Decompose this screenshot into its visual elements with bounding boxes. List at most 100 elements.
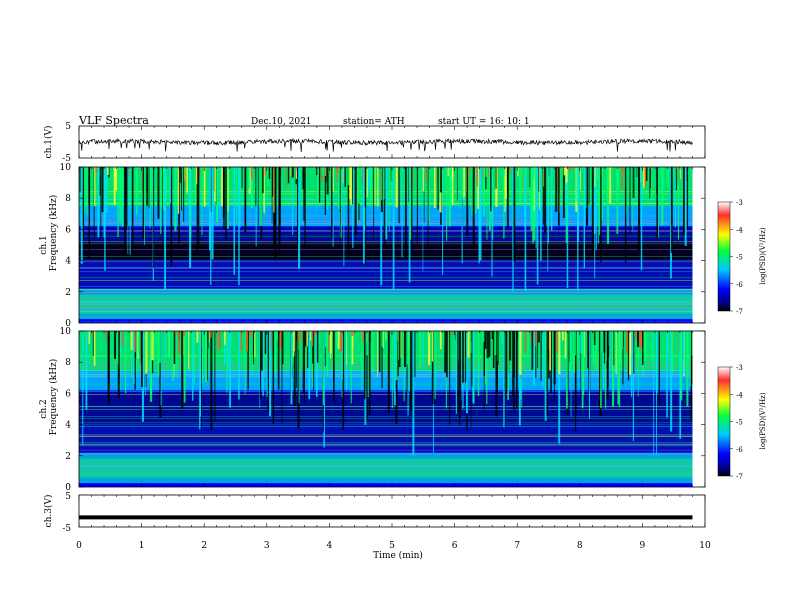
spectrogram-streak <box>281 167 282 173</box>
spectrogram-streak <box>87 167 88 215</box>
spectrogram-streak <box>472 167 473 215</box>
spectrogram-streak <box>348 167 350 185</box>
spectrogram-streak <box>566 167 568 183</box>
spectrogram-streak <box>462 331 464 383</box>
spectrogram-streak <box>97 167 99 237</box>
spectrogram-streak <box>564 167 566 175</box>
spectrogram-streak <box>161 331 162 406</box>
spectrogram-streak <box>226 331 227 393</box>
spectrogram-streak <box>607 331 609 387</box>
spectrogram-streak <box>525 331 526 353</box>
spectrogram-streak <box>240 167 241 228</box>
spectrogram-streak <box>104 167 105 237</box>
spectrogram-streak <box>638 167 640 251</box>
spectrogram-streak <box>246 331 248 351</box>
spectrogram-streak <box>592 167 594 253</box>
colorbar-tick-label: -5 <box>736 254 743 262</box>
spectrogram-streak <box>171 167 172 266</box>
x-tick-label: 0 <box>76 541 82 551</box>
spectrogram-streak <box>404 331 406 367</box>
spectrogram-streak <box>577 331 579 354</box>
spectrogram-streak <box>370 167 372 202</box>
spectrogram-streak <box>522 167 523 190</box>
spectrogram-streak <box>331 167 332 238</box>
spectrogram-streak <box>525 167 527 291</box>
spectrogram-streak <box>178 167 179 214</box>
spectrogram-streak <box>333 331 335 402</box>
spectrogram-streak <box>381 167 382 200</box>
spectrogram-streak <box>236 167 237 223</box>
spectrogram-streak <box>345 167 346 187</box>
spectrogram-streak <box>145 331 146 375</box>
spectrogram-streak <box>100 167 101 196</box>
spectrogram-streak <box>205 331 207 383</box>
spectrogram-streak <box>691 331 692 419</box>
ch3-wave-ylabel: ch.3(V) <box>43 495 54 528</box>
spectrogram-streak <box>319 331 320 343</box>
spectrogram-streak <box>81 167 83 264</box>
spectrogram-streak <box>644 331 645 352</box>
spectrogram-streak <box>282 331 283 364</box>
spectrogram-streak <box>261 331 263 371</box>
spectrogram-streak <box>541 331 542 381</box>
spectrogram-streak <box>633 331 634 374</box>
spectrogram-streak <box>221 167 223 206</box>
spectrogram-streak <box>557 331 559 353</box>
spectrogram-streak <box>407 331 409 364</box>
spectrogram-streak <box>484 331 486 349</box>
spectrogram-streak <box>685 167 687 246</box>
spectrogram-streak <box>507 331 509 400</box>
spectrogram-streak <box>536 167 537 249</box>
spectrogram-streak <box>580 331 582 353</box>
spectrogram-streak <box>658 167 659 238</box>
spectrogram-no-data <box>692 167 705 323</box>
spectrogram-streak <box>600 167 601 262</box>
spectrogram-streak <box>241 331 242 352</box>
spectrogram-streak <box>144 167 145 245</box>
spectrogram-streak <box>252 331 253 376</box>
spectrogram-streak <box>202 331 203 383</box>
spectrogram-streak <box>659 331 660 406</box>
spectrogram-streak <box>254 331 255 357</box>
spectrogram-streak <box>678 167 679 184</box>
spectrogram-streak <box>671 331 673 373</box>
spectrogram-streak <box>609 331 610 371</box>
spectrogram-streak <box>369 331 371 415</box>
spectrogram-streak <box>635 331 636 340</box>
ch2-spec-channel-label: ch.2 <box>39 399 49 418</box>
spectrogram-streak <box>128 167 129 254</box>
spectrogram-streak <box>596 167 597 250</box>
spectrogram-streak <box>210 331 212 430</box>
spectrogram-streak <box>428 331 430 365</box>
spectrogram-streak <box>663 167 664 181</box>
spectrogram-streak <box>439 167 440 202</box>
spectrogram-streak <box>250 331 252 337</box>
spectrogram-streak <box>276 331 278 341</box>
spectrogram-streak <box>661 167 662 220</box>
spectrogram-streak <box>411 167 412 252</box>
spectrogram-streak <box>233 167 235 275</box>
spectrogram-streak <box>207 331 208 380</box>
spectrogram-streak <box>508 167 509 193</box>
spectrogram-streak <box>412 331 414 455</box>
spectrogram-streak <box>184 331 186 403</box>
spectrogram-streak <box>291 331 293 404</box>
spectrogram-streak <box>506 331 508 394</box>
x-tick-label: 4 <box>327 541 333 551</box>
spectrogram-streak <box>537 167 539 284</box>
spectrogram-streak <box>487 331 489 358</box>
spectrogram-streak <box>251 167 252 179</box>
spectrogram-streak <box>317 167 319 201</box>
spectrogram-streak <box>603 331 605 353</box>
y-tick-label: 4 <box>65 421 71 431</box>
x-tick-label: 1 <box>139 541 145 551</box>
spectrogram-streak <box>391 167 392 197</box>
spectrogram-streak <box>631 331 632 397</box>
spectrogram-streak <box>623 331 624 347</box>
spectrogram-streak <box>575 331 576 355</box>
spectrogram-streak <box>184 167 185 186</box>
spectrogram-streak <box>394 331 396 405</box>
spectrogram-streak <box>392 331 393 408</box>
spectrogram-streak <box>540 167 541 214</box>
spectrogram-streak <box>595 167 596 187</box>
